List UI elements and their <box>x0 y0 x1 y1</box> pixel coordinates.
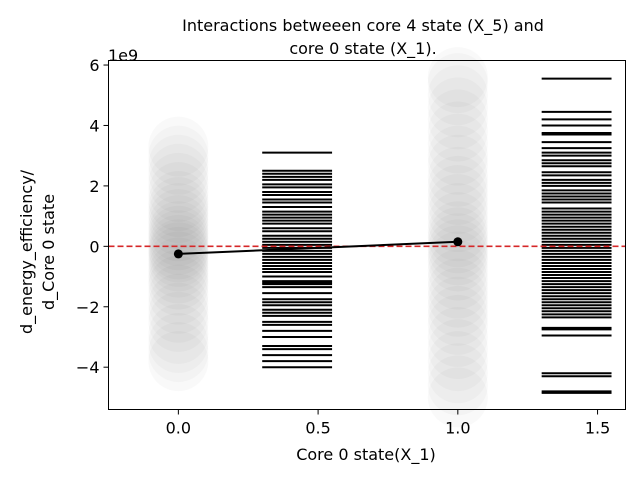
y-tick-label: 4 <box>89 116 99 135</box>
y-tick-label: −4 <box>76 358 100 377</box>
chart-title-line-2: core 0 state (X_1). <box>289 39 436 59</box>
y-axis-label-line-1: d_energy_efficiency/ <box>17 169 37 334</box>
y-axis-label-line-2: d_Core 0 state <box>39 194 59 310</box>
y-tick-label: 2 <box>89 177 99 196</box>
x-axis-label: Core 0 state(X_1) <box>296 445 436 465</box>
mean-line <box>178 240 458 255</box>
mean-marker <box>453 237 463 247</box>
y-axis-offset-text: 1e9 <box>108 46 138 65</box>
chart-title-line-1: Interactions betweeen core 4 state (X_5)… <box>182 16 544 36</box>
scatter-point <box>148 117 208 177</box>
scatter-point <box>428 47 488 107</box>
x-tick-label: 0.5 <box>305 419 330 438</box>
x-tick-label: 1.0 <box>445 419 470 438</box>
y-tick-label: −2 <box>76 298 100 317</box>
y-tick-label: 0 <box>89 237 99 256</box>
x-tick-label: 0.0 <box>166 419 191 438</box>
plot-area <box>108 47 626 394</box>
x-tick-label: 1.5 <box>585 419 610 438</box>
x-axis-ticks: 0.0 0.5 1.0 1.5 <box>166 409 610 438</box>
mean-marker <box>173 249 183 259</box>
y-tick-label: 6 <box>89 56 99 75</box>
y-axis-ticks: −4 −2 0 2 4 6 <box>76 56 109 377</box>
plot-frame <box>108 60 626 410</box>
